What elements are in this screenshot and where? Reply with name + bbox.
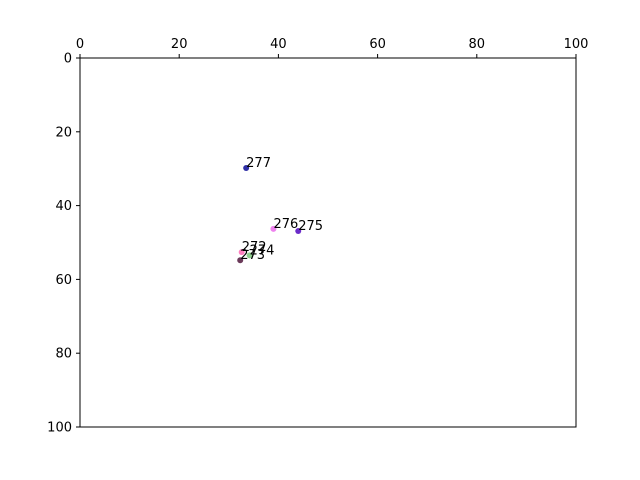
data-point-275 — [295, 228, 302, 235]
x-tick-label: 80 — [469, 37, 486, 52]
y-tick-label: 60 — [55, 273, 72, 288]
x-tick-label: 20 — [171, 37, 188, 52]
point-label-277: 277 — [246, 156, 271, 171]
data-point-277 — [243, 164, 250, 171]
point-label-272: 272 — [242, 240, 267, 255]
y-tick-label: 80 — [55, 347, 72, 362]
y-tick-label: 40 — [55, 199, 72, 214]
data-point-274 — [246, 252, 253, 259]
x-tick-label: 40 — [270, 37, 287, 52]
data-point-273 — [237, 257, 244, 264]
y-tick-label: 100 — [47, 421, 72, 436]
x-tick-label: 0 — [76, 37, 84, 52]
x-axis: 0 20 40 60 80 100 — [76, 37, 589, 58]
y-tick-label: 0 — [64, 52, 72, 67]
x-tick-label: 100 — [564, 37, 589, 52]
point-label-276: 276 — [273, 217, 298, 232]
plot-area — [79, 57, 577, 428]
data-point-276 — [270, 225, 277, 232]
y-tick-label: 20 — [55, 125, 72, 140]
point-label-275: 275 — [298, 219, 323, 234]
point-label-273: 273 — [240, 248, 265, 263]
point-label-274: 274 — [250, 243, 275, 258]
data-point-272 — [238, 249, 245, 256]
x-tick-label: 60 — [369, 37, 386, 52]
data-points — [237, 164, 302, 264]
y-axis: 0 20 40 60 80 100 — [47, 52, 80, 436]
